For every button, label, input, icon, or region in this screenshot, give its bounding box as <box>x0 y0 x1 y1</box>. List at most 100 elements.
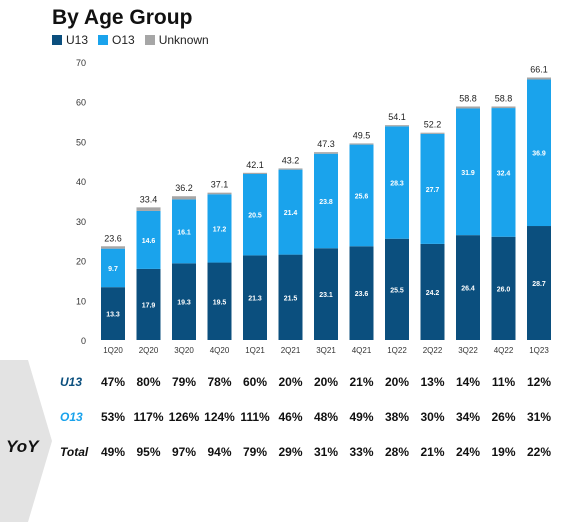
total-label: 52.2 <box>424 120 442 130</box>
x-tick-label: 1Q23 <box>529 346 549 355</box>
yoy-cell: 30% <box>420 410 445 424</box>
legend-label-u13: U13 <box>66 33 89 47</box>
data-label-u13: 19.5 <box>213 299 227 306</box>
data-label-o13: 28.3 <box>390 181 404 188</box>
x-tick-label: 4Q22 <box>494 346 514 355</box>
total-label: 37.1 <box>211 180 229 190</box>
y-tick-label: 30 <box>76 217 86 227</box>
bar-o13-3q22 <box>456 108 480 236</box>
x-tick-label: 1Q21 <box>245 346 265 355</box>
data-label-u13: 21.3 <box>248 296 262 303</box>
total-label: 54.1 <box>388 112 406 122</box>
data-label-o13: 20.5 <box>248 213 262 220</box>
legend-swatch-unknown <box>144 35 155 45</box>
bar-o13-1q20 <box>101 248 125 288</box>
yoy-cell: 12% <box>526 375 552 389</box>
data-label-o13: 31.9 <box>461 170 475 177</box>
x-tick-label: 3Q21 <box>316 346 336 355</box>
yoy-cell: 20% <box>278 375 303 389</box>
bar-o13-3q21 <box>314 153 338 249</box>
legend-label-unknown: Unknown <box>158 33 209 47</box>
bar-u13-4q22 <box>491 236 516 340</box>
yoy-cell: 60% <box>242 375 268 389</box>
yoy-cell: 33% <box>349 445 374 459</box>
bar-o13-1q21 <box>243 173 267 256</box>
bar-u13-2q22 <box>420 243 445 340</box>
data-label-o13: 36.9 <box>532 151 546 158</box>
total-label: 33.4 <box>140 194 158 204</box>
yoy-cell: 94% <box>207 445 232 459</box>
total-label: 47.3 <box>317 139 335 149</box>
data-label-u13: 26.4 <box>461 286 475 293</box>
data-label-u13: 13.3 <box>106 312 120 319</box>
total-label: 49.5 <box>353 130 371 140</box>
bar-unknown-2q21 <box>278 168 303 170</box>
data-label-o13: 16.1 <box>177 229 191 236</box>
total-label: 23.6 <box>104 233 122 243</box>
bar-unknown-1q20 <box>101 246 125 249</box>
data-label-o13: 32.4 <box>497 170 511 177</box>
yoy-cell: 31% <box>313 445 339 459</box>
legend: U13 O13 Unknown <box>52 33 209 47</box>
legend-swatch-o13 <box>98 35 109 45</box>
yoy-cell: 48% <box>313 410 339 424</box>
data-label-o13: 21.4 <box>284 210 298 217</box>
yoy-cell: 24% <box>455 445 481 459</box>
yoy-cell: 34% <box>455 410 481 424</box>
bar-o13-4q21 <box>349 144 374 247</box>
yoy-cell: 21% <box>349 375 374 389</box>
bar-u13-3q20 <box>172 263 196 340</box>
data-label-o13: 14.6 <box>142 238 156 245</box>
bar-u13-1q21 <box>243 255 267 340</box>
yoy-cell: 26% <box>491 410 516 424</box>
total-label: 43.2 <box>282 155 300 165</box>
x-tick-label: 1Q22 <box>387 346 407 355</box>
x-tick-label: 4Q20 <box>210 346 230 355</box>
legend-item-o13: O13 <box>98 33 135 47</box>
yoy-cell: 20% <box>313 375 339 389</box>
bar-unknown-4q21 <box>349 143 374 145</box>
x-tick-label: 2Q20 <box>139 346 159 355</box>
bar-o13-1q22 <box>385 126 409 239</box>
total-label: 36.2 <box>175 183 193 193</box>
data-label-o13: 9.7 <box>108 266 118 273</box>
bar-unknown-3q21 <box>314 152 338 154</box>
bar-o13-2q22 <box>420 133 445 244</box>
yoy-cell: 79% <box>171 375 197 389</box>
yoy-cell: 21% <box>420 445 445 459</box>
bar-o13-4q20 <box>207 194 232 263</box>
yoy-label: YoY <box>6 437 39 456</box>
yoy-cell: 28% <box>384 445 410 459</box>
bar-o13-1q23 <box>527 79 551 227</box>
y-tick-label: 40 <box>76 177 86 187</box>
yoy-cell: 53% <box>100 410 126 424</box>
data-label-u13: 17.9 <box>142 302 156 309</box>
bar-unknown-4q22 <box>491 106 516 109</box>
bar-unknown-1q22 <box>385 125 409 127</box>
yoy-cell: 46% <box>278 410 303 424</box>
yoy-cell: 22% <box>526 445 552 459</box>
yoy-cell: 49% <box>100 445 126 459</box>
yoy-cell: 38% <box>384 410 410 424</box>
legend-swatch-u13 <box>52 35 62 45</box>
bar-o13-2q21 <box>278 169 303 255</box>
yoy-row-label-total: Total <box>60 445 89 459</box>
bar-o13-3q20 <box>172 199 196 264</box>
bar-u13-3q22 <box>456 235 480 340</box>
yoy-cell: 11% <box>491 375 516 389</box>
x-tick-label: 3Q22 <box>458 346 478 355</box>
yoy-cell: 49% <box>349 410 374 424</box>
yoy-cell: 95% <box>136 445 161 459</box>
bar-o13-2q20 <box>136 210 161 269</box>
bar-u13-2q21 <box>278 254 303 340</box>
data-label-u13: 28.7 <box>532 281 546 288</box>
total-label: 58.8 <box>495 93 513 103</box>
data-label-u13: 19.3 <box>177 300 191 307</box>
yoy-cell: 97% <box>171 445 197 459</box>
data-label-u13: 25.5 <box>390 287 404 294</box>
chart-title: By Age Group <box>52 6 193 29</box>
yoy-cell: 31% <box>526 410 552 424</box>
yoy-cell: 80% <box>136 375 161 389</box>
yoy-cell: 79% <box>242 445 268 459</box>
